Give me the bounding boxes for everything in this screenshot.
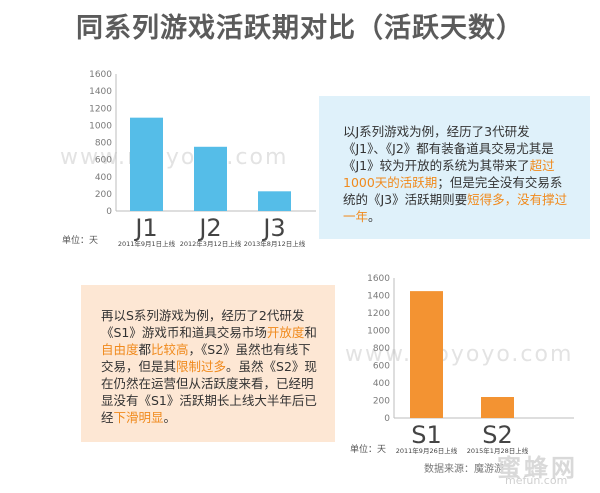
bar: [258, 191, 291, 211]
y-tick-label: 600: [373, 362, 390, 372]
y-tick-label: 1600: [89, 70, 112, 80]
note-j-text: ；但是完全没有交易系统的《J3》活跃期则要: [343, 175, 563, 207]
note-s-text: 。: [163, 410, 177, 425]
y-tick-label: 800: [373, 344, 390, 354]
chart-s-unit: 单位：天: [350, 445, 387, 455]
category-sublabel: 2012年3月12日上线: [180, 239, 242, 248]
note-j-text: 以J系列游戏为例，经历了3代研发《J1》、《J2》都有装备道具交易尤其是《J1》…: [343, 124, 554, 173]
note-j-series: 以J系列游戏为例，经历了3代研发《J1》、《J2》都有装备道具交易尤其是《J1》…: [319, 96, 590, 239]
category-label: S2: [482, 421, 513, 449]
y-tick-label: 1600: [367, 274, 390, 284]
category-label: J2: [197, 214, 221, 242]
bar: [194, 146, 227, 211]
y-tick-label: 1000: [367, 327, 390, 337]
watermark: www.moyoyo.com: [60, 145, 289, 170]
y-tick-label: 0: [106, 207, 112, 217]
note-s-highlight: 下滑明显: [113, 410, 164, 425]
note-j-highlight: 短得多，没有撑过一年: [343, 192, 568, 224]
category-label: J3: [261, 214, 285, 242]
note-s-text: 都: [138, 342, 152, 357]
watermark: www.moyoyo.com: [345, 342, 574, 367]
logo-text: 蜜蜂网: [497, 454, 578, 482]
note-j-highlight: 超过1000天的活跃期: [343, 158, 555, 190]
chart-j-series: 0 200 400 600 800 1000 1200 1400 1600 J1 2011年9月1日…: [80, 62, 330, 252]
data-source: 数据来源：魔游游: [424, 464, 504, 475]
category-sublabel: 2011年9月1日上线: [118, 239, 176, 248]
y-tick-label: 600: [95, 156, 112, 166]
site-logo: 蜜蜂网 mefun.com: [497, 448, 595, 490]
note-s-text: 再以S系列游戏为例，经历了2代研发《S1》游戏币和道具交易市场: [101, 308, 305, 340]
page-title: 同系列游戏活跃期对比（活跃天数）: [76, 13, 524, 44]
logo-domain: mefun.com: [505, 474, 568, 487]
note-j-text: 。: [368, 209, 381, 224]
note-s-series: 再以S系列游戏为例，经历了2代研发《S1》游戏币和道具交易市场开放度和自由度都比…: [81, 285, 335, 442]
category-sublabel: 2015年1月28日上线: [467, 446, 529, 455]
y-tick-label: 400: [373, 379, 390, 389]
y-tick-label: 800: [95, 139, 112, 149]
category-sublabel: 2011年9月26日上线: [396, 446, 458, 455]
y-tick-label: 1200: [367, 309, 390, 319]
y-tick-label: 1200: [89, 104, 112, 114]
y-tick-label: 1400: [367, 292, 390, 302]
note-s-highlight: 开放度: [266, 325, 305, 340]
y-tick-label: 200: [373, 397, 390, 407]
note-s-text: ，《S2》虽然也有线下交易，但是其: [101, 342, 311, 374]
y-tick-label: 1000: [89, 121, 112, 131]
y-tick-label: 1400: [89, 87, 112, 97]
bar: [481, 397, 514, 418]
chart-j-unit: 单位：天: [62, 236, 99, 246]
note-s-highlight: 自由度: [101, 342, 139, 357]
y-tick-label: 200: [95, 190, 112, 200]
category-label: J1: [133, 214, 157, 242]
chart-j-svg: 0 200 400 600 800 1000 1200 1400 1600 J12011年9月1日…: [89, 70, 316, 248]
note-s-text: 和: [304, 325, 317, 340]
note-s-highlight: 比较高: [151, 342, 189, 357]
y-tick-label: 0: [384, 414, 390, 424]
bar: [410, 291, 443, 418]
y-tick-label: 400: [95, 173, 112, 183]
note-s-text: 。虽然《S2》现在仍然在运营但从活跃度来看，已经明显没有《S1》活跃期长上线大半…: [101, 359, 317, 425]
chart-s-svg: 0 200 400 600 800 1000 1200 1400 1600 S12011年9月26…: [367, 274, 574, 455]
note-s-highlight: 限制过多: [176, 359, 227, 374]
bar: [130, 117, 163, 211]
chart-s-series: 0 200 400 600 800 1000 1200 1400 1600 S1 2011年9月26…: [360, 268, 580, 458]
category-label: S1: [411, 421, 442, 449]
category-sublabel: 2013年8月12日上线: [244, 239, 306, 248]
